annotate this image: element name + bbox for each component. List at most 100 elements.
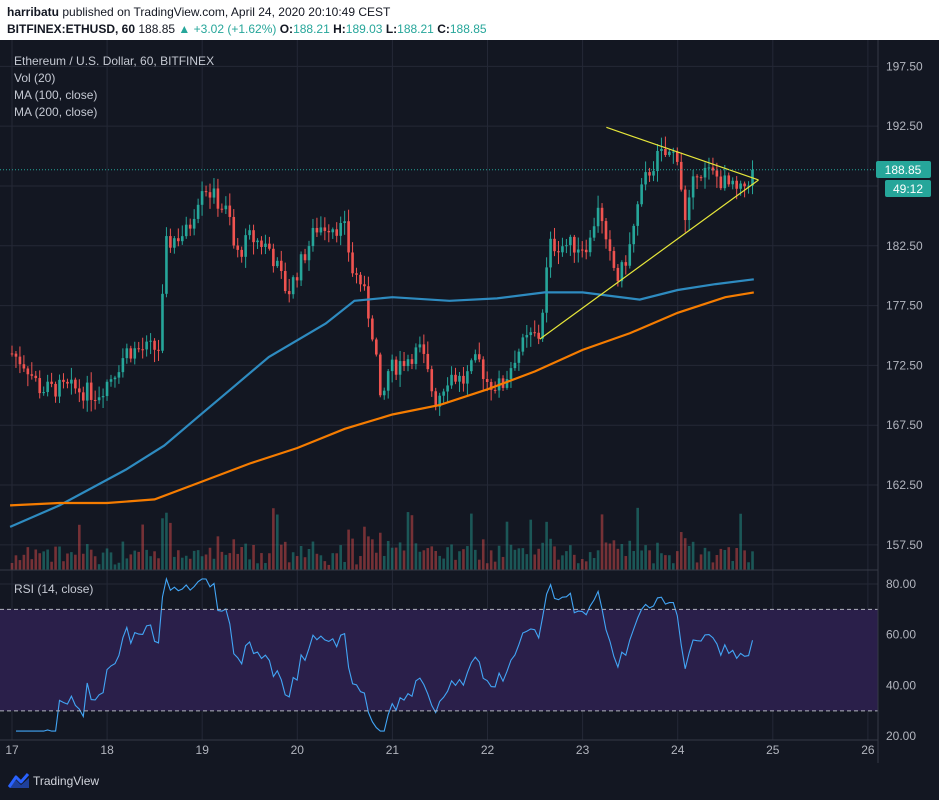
candle-body xyxy=(525,335,529,338)
candle-body xyxy=(133,348,137,359)
volume-bar xyxy=(260,553,263,570)
tradingview-brand[interactable]: TradingView xyxy=(33,774,100,788)
candle-body xyxy=(624,262,628,266)
volume-bar xyxy=(545,521,548,570)
volume-bar xyxy=(394,547,398,570)
volume-bar xyxy=(624,556,628,570)
candle-body xyxy=(137,348,141,350)
volume-bar xyxy=(299,545,303,570)
volume-bar xyxy=(600,514,604,570)
candle-body xyxy=(244,235,247,257)
low-value: 188.21 xyxy=(397,22,434,36)
candle-body xyxy=(165,236,168,294)
volume-bar xyxy=(204,554,208,570)
volume-bar xyxy=(715,555,719,570)
volume-bar xyxy=(375,552,378,570)
volume-bar xyxy=(592,558,596,570)
volume-bar xyxy=(78,524,81,570)
candle-body xyxy=(89,382,93,400)
volume-bar xyxy=(319,555,323,570)
volume-bar xyxy=(335,553,339,570)
candle-body xyxy=(177,238,180,242)
candle-body xyxy=(18,356,22,365)
volume-bar xyxy=(727,547,731,570)
candle-body xyxy=(30,374,34,376)
volume-bar xyxy=(446,547,449,570)
legend-ma100[interactable]: MA (100, close) xyxy=(14,88,97,102)
candle-body xyxy=(394,359,398,375)
author-name[interactable]: harribatu xyxy=(7,5,60,19)
volume-bar xyxy=(489,550,493,570)
candle-body xyxy=(743,183,746,187)
volume-bar xyxy=(42,551,45,570)
volume-bar xyxy=(323,561,327,570)
volume-bar xyxy=(493,561,497,570)
volume-bar xyxy=(196,550,200,570)
volume-bar xyxy=(485,563,489,570)
volume-bar xyxy=(525,554,529,570)
volume-bar xyxy=(97,564,101,570)
candle-body xyxy=(268,243,271,249)
volume-bar xyxy=(458,551,461,570)
candle-body xyxy=(561,246,564,253)
volume-bar xyxy=(656,542,659,570)
volume-bar xyxy=(137,551,141,570)
candle-body xyxy=(355,273,358,275)
candle-body xyxy=(675,151,679,162)
price-axis[interactable]: 157.50162.50167.50172.50177.50182.50187.… xyxy=(886,59,923,552)
candle-body xyxy=(723,175,727,189)
volume-bar xyxy=(50,561,53,570)
volume-bar xyxy=(513,549,517,570)
volume-bar xyxy=(272,508,275,570)
candle-body xyxy=(474,354,477,361)
volume-bar xyxy=(38,553,42,570)
candle-body xyxy=(327,230,331,233)
volume-bar xyxy=(117,562,121,570)
legend-vol[interactable]: Vol (20) xyxy=(14,71,55,85)
rsi-axis[interactable]: 20.00 40.00 60.00 80.00 xyxy=(886,577,916,743)
time-tick-label: 25 xyxy=(766,743,780,757)
volume-bar xyxy=(521,548,525,570)
volume-bar xyxy=(382,555,386,570)
candle-body xyxy=(42,392,45,394)
candle-body xyxy=(398,361,402,375)
time-axis[interactable]: 17 18 19 20 21 22 23 24 25 26 xyxy=(5,743,875,757)
volume-bar xyxy=(113,564,117,570)
candle-body xyxy=(648,172,651,176)
candle-body xyxy=(513,362,517,369)
legend-rsi[interactable]: RSI (14, close) xyxy=(14,582,93,596)
candle-body xyxy=(343,221,346,223)
candle-body xyxy=(113,377,117,380)
volume-bar xyxy=(212,558,216,570)
volume-bar xyxy=(216,536,220,570)
candle-body xyxy=(26,368,30,375)
volume-bar xyxy=(371,539,374,570)
candle-body xyxy=(272,248,275,267)
volume-bar xyxy=(628,540,632,570)
candle-body xyxy=(208,192,212,198)
candle-body xyxy=(644,172,647,185)
legend-ma200[interactable]: MA (200, close) xyxy=(14,105,97,119)
volume-bar xyxy=(751,551,754,570)
volume-bar xyxy=(553,546,556,570)
candle-body xyxy=(256,240,259,243)
candle-body xyxy=(323,227,327,231)
candle-body xyxy=(430,369,434,392)
volume-bar xyxy=(557,559,560,570)
candle-body xyxy=(200,191,204,205)
candle-body xyxy=(695,176,699,178)
volume-bar xyxy=(359,556,362,570)
triangle-upper-line xyxy=(606,126,759,181)
price-chart[interactable]: 157.50162.50167.50172.50177.50182.50187.… xyxy=(0,40,939,763)
volume-bar xyxy=(85,544,89,570)
candle-body xyxy=(224,205,228,210)
candle-body xyxy=(378,354,382,396)
volume-bar xyxy=(10,562,14,570)
candle-body xyxy=(549,238,552,268)
volume-bar xyxy=(470,513,473,570)
candle-body xyxy=(422,344,426,354)
rsi-line xyxy=(16,576,754,732)
volume-bar xyxy=(466,546,469,570)
volume-bar xyxy=(414,543,418,570)
volume-bar xyxy=(89,549,93,570)
